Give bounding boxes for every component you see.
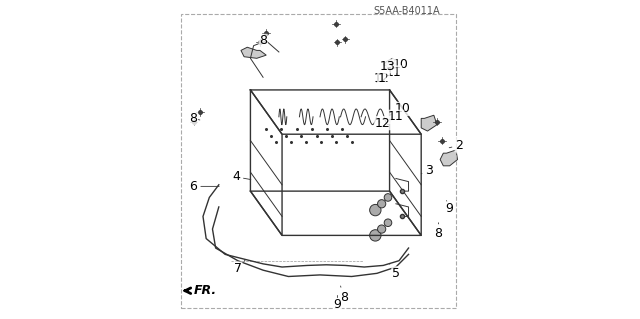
Text: 1: 1 <box>377 72 386 85</box>
Polygon shape <box>421 115 437 131</box>
Text: 8: 8 <box>259 34 267 48</box>
Circle shape <box>384 219 392 226</box>
Circle shape <box>384 194 392 201</box>
Text: 11: 11 <box>385 110 404 123</box>
Circle shape <box>370 230 381 241</box>
Circle shape <box>378 225 386 233</box>
Text: 11: 11 <box>384 66 401 79</box>
Text: 3: 3 <box>421 164 433 177</box>
Text: 6: 6 <box>189 180 219 193</box>
Polygon shape <box>241 47 266 58</box>
Text: 13: 13 <box>380 60 396 73</box>
Text: S5AA-B4011A: S5AA-B4011A <box>374 6 440 16</box>
Text: 12: 12 <box>375 117 390 130</box>
Text: 9: 9 <box>333 295 341 311</box>
Text: 9: 9 <box>445 201 454 215</box>
Polygon shape <box>440 150 458 166</box>
Text: 10: 10 <box>390 102 411 115</box>
Polygon shape <box>383 58 396 68</box>
Text: 10: 10 <box>390 58 408 71</box>
Circle shape <box>370 204 381 216</box>
Text: 2: 2 <box>449 139 463 152</box>
Text: 8: 8 <box>435 223 443 240</box>
Text: 5: 5 <box>390 264 400 280</box>
Text: 12: 12 <box>374 72 390 85</box>
Text: 4: 4 <box>232 170 251 183</box>
Text: 7: 7 <box>234 260 246 275</box>
Text: FR.: FR. <box>193 284 216 297</box>
Bar <box>181 14 456 308</box>
Text: 8: 8 <box>189 112 200 125</box>
Circle shape <box>378 200 386 208</box>
Text: 8: 8 <box>340 286 348 304</box>
